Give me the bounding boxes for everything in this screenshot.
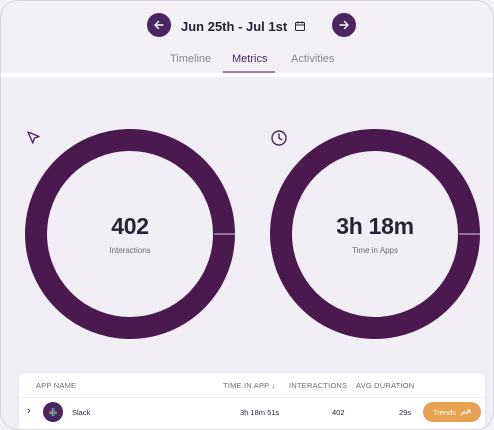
- header-divider: [1, 73, 493, 77]
- column-header-avg-duration: AVG DURATION: [356, 381, 415, 390]
- app-name: Slack: [72, 408, 91, 417]
- avg-duration-value: 29s: [399, 408, 412, 417]
- trending-up-icon: [460, 409, 471, 416]
- date-range[interactable]: Jun 25th - Jul 1st: [181, 17, 321, 35]
- clock-icon: [271, 130, 287, 146]
- interactions-ring: 402 Interactions: [25, 129, 235, 339]
- trends-button[interactable]: Trends: [423, 402, 481, 422]
- interactions-donut: [25, 129, 235, 339]
- tab-metrics[interactable]: Metrics: [232, 53, 268, 65]
- previous-week-button[interactable]: [147, 13, 171, 37]
- chevron-right-icon[interactable]: ›: [27, 405, 31, 417]
- column-header-interactions: INTERACTIONS: [289, 381, 348, 390]
- apps-table: APP NAME TIME IN APP ↓ INTERACTIONS AVG …: [19, 373, 485, 429]
- date-range-label: Jun 25th - Jul 1st: [181, 18, 288, 34]
- tab-activities[interactable]: Activities: [291, 53, 335, 65]
- view-tabs: Timeline Metrics Activities: [1, 47, 493, 73]
- cursor-icon: [27, 131, 40, 144]
- interactions-label: Interactions: [109, 246, 151, 255]
- time-in-apps-label: Time in Apps: [352, 246, 398, 255]
- trends-label: Trends: [432, 407, 457, 417]
- column-header-app-name: APP NAME: [36, 381, 77, 390]
- sort-down-icon: ↓: [271, 381, 276, 390]
- time-in-apps-ring: 3h 18m Time in Apps: [270, 129, 480, 339]
- time-in-apps-donut: [270, 129, 480, 339]
- arrow-right-icon: [339, 20, 349, 30]
- slack-icon: [43, 402, 63, 422]
- header-row-separator: [19, 397, 485, 398]
- column-header-time-in-app-label: TIME IN APP: [223, 381, 270, 390]
- header: Jun 25th - Jul 1st Timeline Metrics Acti…: [1, 1, 493, 73]
- arrow-left-icon: [154, 20, 164, 30]
- tab-timeline[interactable]: Timeline: [170, 53, 212, 65]
- time-in-app-value: 3h 18m 51s: [240, 408, 280, 417]
- interactions-value: 402: [111, 213, 149, 239]
- time-in-apps-value: 3h 18m: [336, 213, 414, 239]
- calendar-icon: [295, 21, 306, 31]
- active-tab-indicator: [223, 71, 275, 73]
- interactions-value-cell: 402: [332, 408, 345, 417]
- next-week-button[interactable]: [332, 13, 356, 37]
- column-header-time-in-app[interactable]: TIME IN APP ↓: [223, 381, 276, 390]
